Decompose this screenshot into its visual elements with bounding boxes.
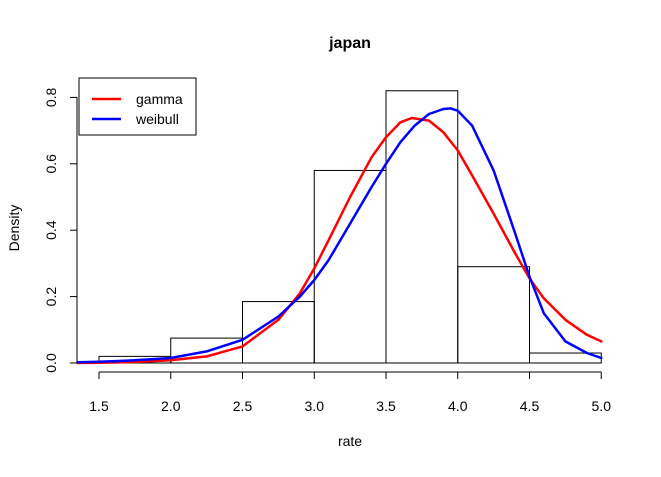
y-tick-label: 0.6 [43,154,59,174]
y-axis-label: Density [6,205,22,252]
y-tick-label: 0.8 [43,87,59,107]
legend-label-weibull: weibull [135,111,179,127]
histogram-bar [385,90,459,364]
x-tick-label: 2.5 [233,398,253,414]
histogram-bar [457,266,530,364]
legend: gamma weibull [78,77,197,136]
y-tick-label: 0.2 [43,287,59,307]
x-axis-label: rate [338,433,362,449]
weibull-curve [76,107,603,364]
x-tick-label: 4.5 [520,398,540,414]
x-tick-label: 4.0 [448,398,468,414]
y-axis: 0.0 0.2 0.4 0.6 0.8 [43,87,78,373]
x-tick-label: 1.5 [89,398,109,414]
x-tick-label: 2.0 [161,398,181,414]
density-curves [76,107,603,365]
x-tick-label: 3.5 [376,398,396,414]
chart-title: japan [328,35,371,52]
x-tick-label: 5.0 [592,398,612,414]
x-axis: 1.5 2.0 2.5 3.0 3.5 4.0 4.5 5.0 [89,371,612,414]
legend-label-gamma: gamma [136,91,183,107]
x-tick-label: 3.0 [305,398,325,414]
y-tick-label: 0.4 [43,220,59,240]
gamma-curve [76,116,603,365]
y-tick-label: 0.0 [43,353,59,373]
legend-box [78,77,197,136]
